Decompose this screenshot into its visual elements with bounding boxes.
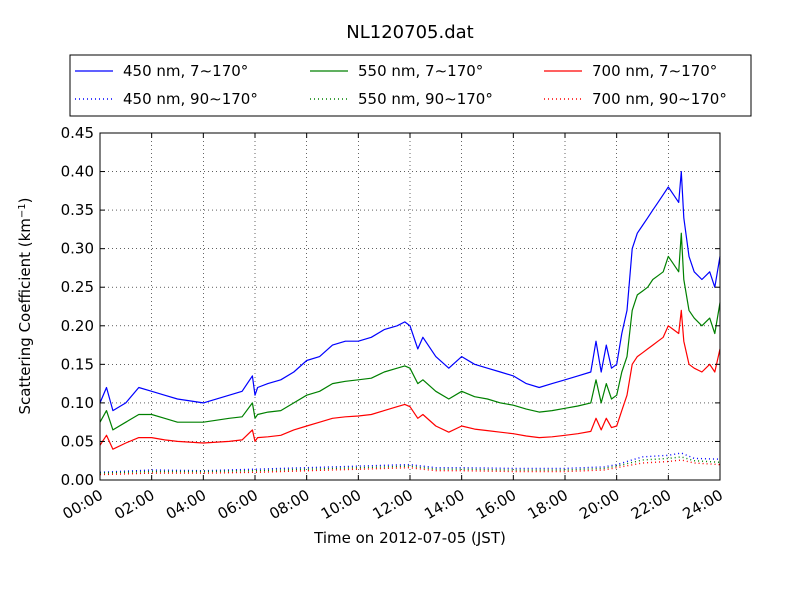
legend-label-0: 450 nm, 7∼170° <box>123 62 248 80</box>
legend-label-5: 700 nm, 90∼170° <box>592 90 727 108</box>
series-line-2 <box>99 309 721 450</box>
y-tick-label: 0.20 <box>61 317 94 335</box>
series-group <box>99 171 721 476</box>
y-tick-label: 0.25 <box>61 278 94 296</box>
legend-label-2: 700 nm, 7∼170° <box>592 62 717 80</box>
legend: 450 nm, 7∼170° 550 nm, 7∼170° 700 nm, 7∼17… <box>69 54 752 117</box>
x-tick-label: 08:00 <box>266 486 312 523</box>
y-tick-label: 0.15 <box>61 355 94 373</box>
legend-label-4: 550 nm, 90∼170° <box>358 90 493 108</box>
y-axis-label-main: Scattering Coefficient (km <box>16 218 34 414</box>
y-tick-label: 0.45 <box>61 124 94 142</box>
x-axis-label: Time on 2012-07-05 (JST) <box>313 529 506 547</box>
x-tick-label: 22:00 <box>628 486 674 523</box>
series-line-0 <box>99 171 721 412</box>
x-tick-label: 14:00 <box>421 486 467 523</box>
y-axis-label-end: ) <box>16 197 34 203</box>
y-axis-label: Scattering Coefficient (km−1) <box>16 197 34 414</box>
y-axis-label-sup: −1 <box>17 203 28 218</box>
x-tick-label: 10:00 <box>318 486 364 523</box>
y-tick-label: 0.35 <box>61 201 94 219</box>
legend-label-1: 550 nm, 7∼170° <box>358 62 483 80</box>
chart-title: NL120705.dat <box>346 22 473 43</box>
y-tick-label: 0.40 <box>61 163 94 181</box>
series-line-1 <box>99 232 721 431</box>
x-tick-label: 02:00 <box>111 486 157 523</box>
x-tick-label: 18:00 <box>525 486 571 523</box>
x-tick-label: 04:00 <box>163 486 209 523</box>
y-tick-label: 0.05 <box>61 432 94 450</box>
x-tick-label: 06:00 <box>215 486 261 523</box>
x-tick-label: 00:00 <box>60 486 106 523</box>
x-tick-label: 20:00 <box>576 486 622 523</box>
y-tick-label: 0.30 <box>61 240 94 258</box>
x-tick-label: 24:00 <box>680 486 726 523</box>
legend-box <box>69 54 752 117</box>
y-tick-label: 0.10 <box>61 394 94 412</box>
y-tick-label: 0.00 <box>61 471 94 489</box>
x-tick-label: 12:00 <box>370 486 416 523</box>
plot-area: 0.00 0.05 0.10 0.15 0.20 0.25 0.30 0.35 0.40 0.45… <box>60 124 726 523</box>
legend-label-3: 450 nm, 90∼170° <box>123 90 258 108</box>
x-tick-label: 16:00 <box>473 486 519 523</box>
